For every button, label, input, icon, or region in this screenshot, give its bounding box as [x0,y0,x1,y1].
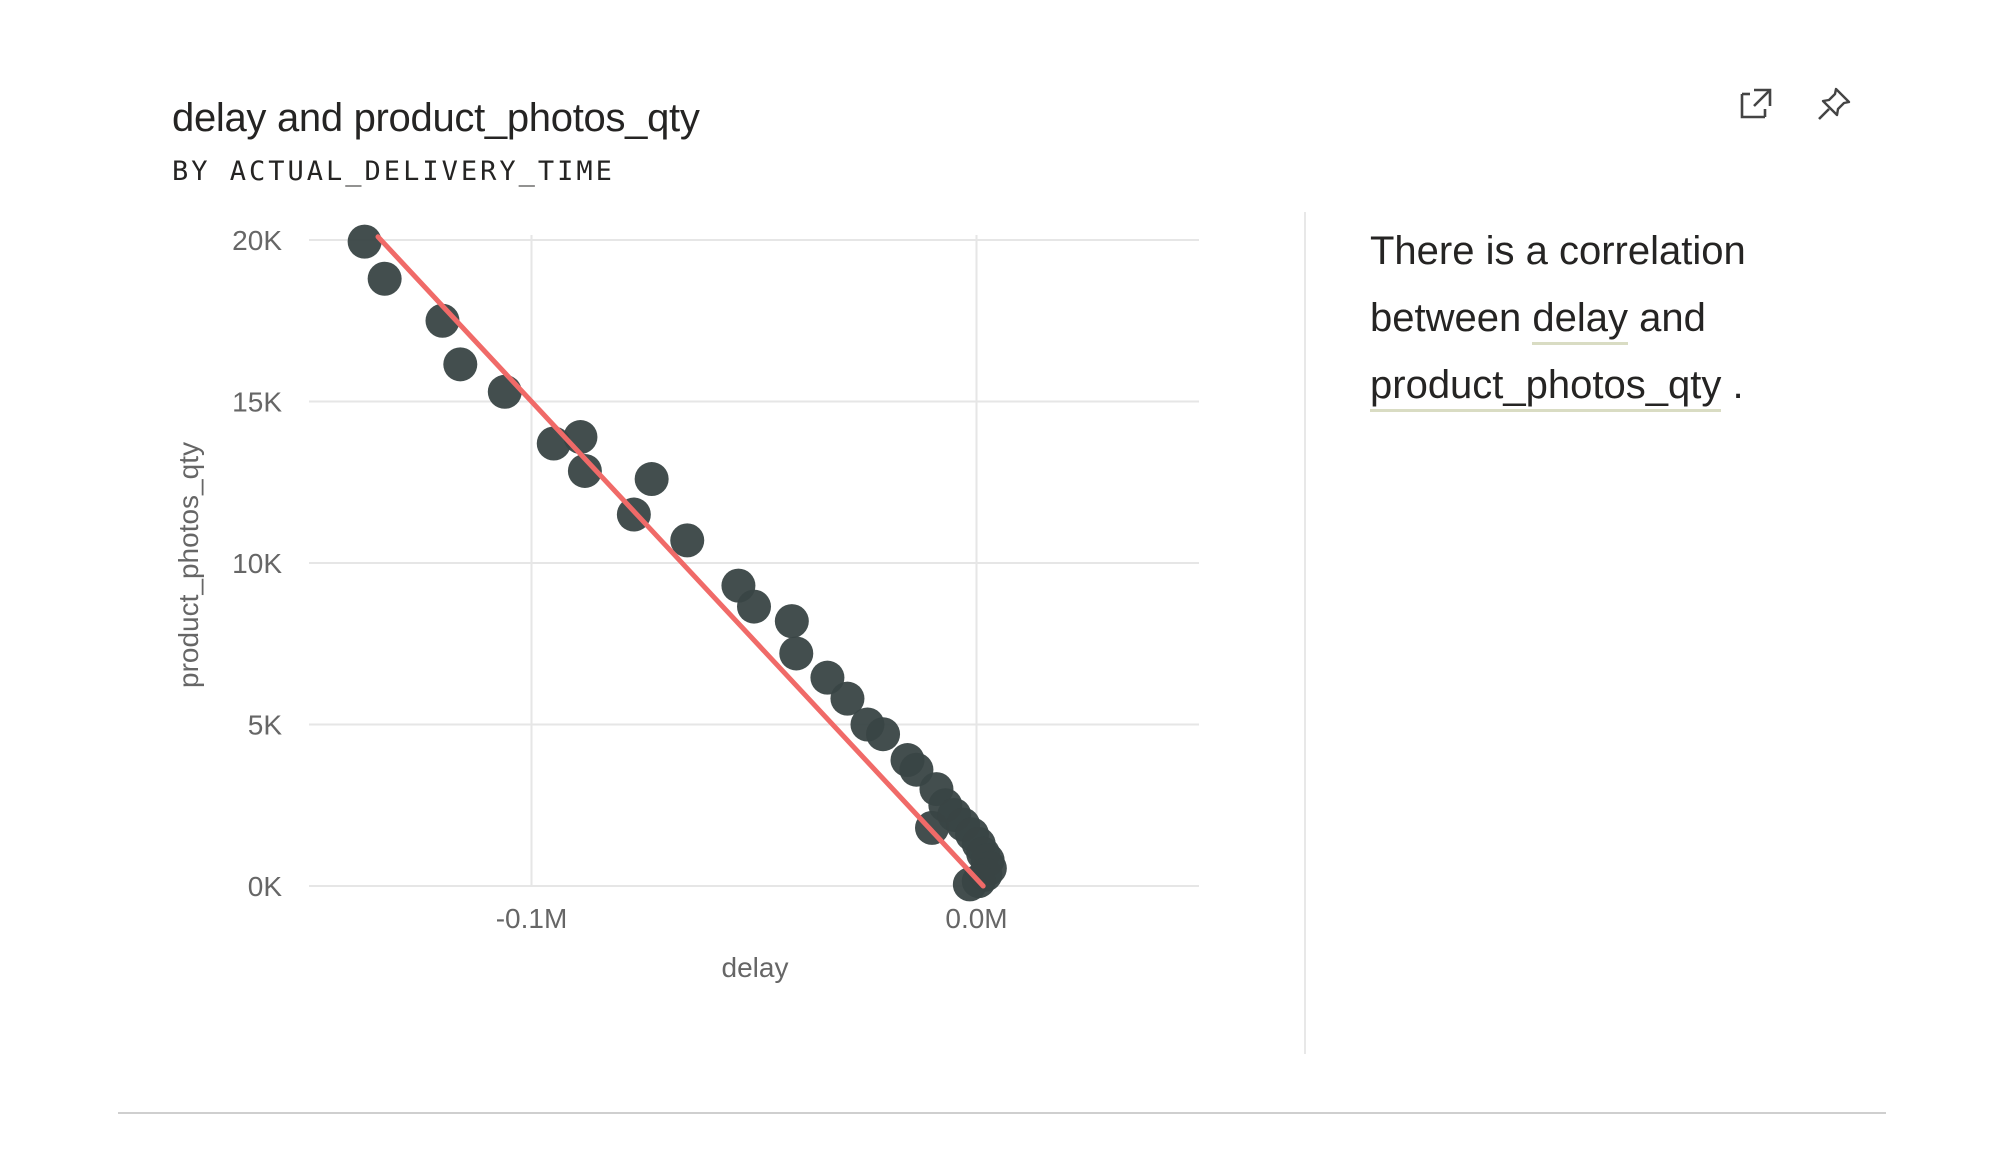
data-point [367,261,402,296]
insight-term-delay[interactable]: delay [1532,296,1628,345]
insight-text: There is a correlation between delay and… [1370,218,1890,419]
pin-button[interactable] [1812,82,1856,126]
y-tick-label: 15K [232,387,282,418]
x-tick-label: 0.0M [945,903,1007,934]
y-tick-label: 5K [248,710,283,741]
data-point [774,604,809,639]
insight-suffix: . [1721,363,1744,407]
data-point [779,636,814,671]
data-point [830,681,865,716]
visual-title: delay and product_photos_qty [172,96,700,140]
y-tick-label: 0K [248,871,283,902]
data-point [443,347,478,382]
x-axis-label: delay [722,952,789,983]
focus-mode-icon [1740,88,1772,119]
data-point [670,523,705,558]
data-point [634,462,669,497]
panel-divider [1304,212,1306,1054]
data-point [866,717,901,752]
y-tick-label: 10K [232,548,282,579]
data-point [536,426,571,461]
data-point [567,453,602,488]
data-point [487,374,522,409]
insight-middle: and [1627,296,1706,340]
x-tick-label: -0.1M [496,903,568,934]
bottom-divider [118,1112,1886,1114]
data-point [737,589,771,624]
data-point [347,224,382,259]
y-axis-label: product_photos_qty [173,442,204,688]
y-tick-label: 20K [232,225,282,256]
data-point [952,867,987,902]
insight-term-product-photos-qty[interactable]: product_photos_qty [1370,363,1722,412]
pin-icon [1818,87,1851,120]
visual-subtitle: BY ACTUAL_DELIVERY_TIME [172,156,615,187]
focus-mode-button[interactable] [1734,82,1778,126]
scatter-chart: 0K 5K 10K 15K 20K -0.1M 0.0M delay product_ph… [173,224,1199,983]
trend-line [375,234,986,889]
insight-prefix: There is a correlation between [1370,229,1746,340]
